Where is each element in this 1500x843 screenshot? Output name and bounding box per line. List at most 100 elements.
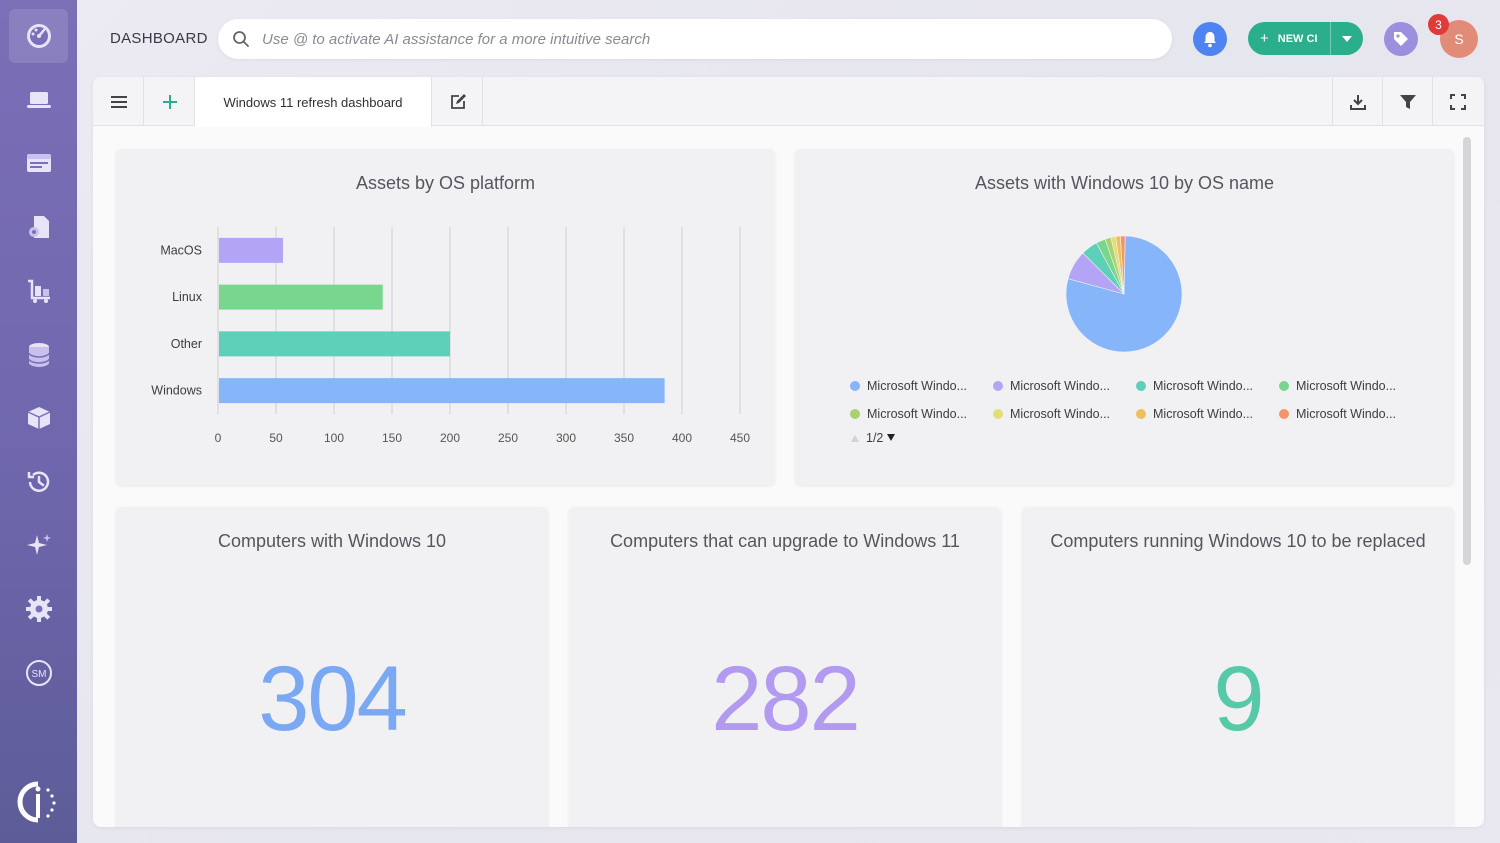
search-input[interactable] <box>262 30 1142 48</box>
scrollbar-thumb[interactable] <box>1463 137 1471 565</box>
x-tick-label: 250 <box>498 431 518 445</box>
software-license-icon <box>28 216 49 238</box>
legend-prev-arrow-icon[interactable] <box>850 433 860 443</box>
x-tick-label: 300 <box>556 431 576 445</box>
legend-label: Microsoft Windo... <box>1153 407 1254 421</box>
hamburger-menu-icon <box>110 95 127 108</box>
fullscreen-icon <box>1449 93 1466 110</box>
legend-item[interactable]: Microsoft Windo... <box>1136 407 1253 421</box>
sidebar: SM <box>0 0 77 843</box>
brand-logo <box>17 781 56 823</box>
legend-label: Microsoft Windo... <box>1010 379 1111 393</box>
kpi-value: 282 <box>711 648 861 750</box>
sidebar-item-licenses[interactable] <box>9 200 68 254</box>
page-title: DASHBOARD <box>110 30 208 47</box>
bar-linux[interactable] <box>219 284 383 310</box>
legend-item[interactable]: Microsoft Windo... <box>1279 407 1396 421</box>
legend-pagination: 1/2 <box>850 431 896 445</box>
sidebar-item-devices[interactable] <box>9 73 68 127</box>
new-ci-label: NEW CI <box>1277 32 1318 45</box>
widget-title: Computers that can upgrade to Windows 11 <box>610 531 960 551</box>
settings-gear-icon <box>25 596 52 622</box>
menu-button[interactable] <box>94 77 144 126</box>
bar-macos[interactable] <box>219 237 283 263</box>
pie-slice[interactable] <box>1120 235 1126 295</box>
add-dashboard-button[interactable] <box>145 77 195 126</box>
new-ci-button-group: + NEW CI <box>1248 22 1363 55</box>
widget-can-upgrade-to-windows-11: Computers that can upgrade to Windows 11… <box>569 507 1001 827</box>
x-tick-label: 100 <box>324 431 344 445</box>
x-tick-label: 400 <box>672 431 692 445</box>
chevron-down-icon <box>1342 35 1352 42</box>
package-icon <box>27 407 50 429</box>
sidebar-item-ai[interactable] <box>9 518 68 572</box>
tab-label: Windows 11 refresh dashboard <box>223 94 403 110</box>
sidebar-item-cmdb[interactable] <box>9 328 68 382</box>
new-ci-button[interactable]: + NEW CI <box>1248 22 1330 55</box>
notifications-button[interactable] <box>1193 22 1227 56</box>
scrollbar[interactable] <box>1463 137 1471 817</box>
legend-item[interactable]: Microsoft Windo... <box>993 407 1110 421</box>
search-icon <box>233 31 249 47</box>
plus-icon <box>162 94 177 109</box>
y-category-label: Linux <box>172 290 203 304</box>
legend-swatch <box>1279 409 1289 419</box>
tags-button[interactable] <box>1384 22 1418 56</box>
sidebar-item-dashboard[interactable] <box>9 9 68 63</box>
legend-item[interactable]: Microsoft Windo... <box>850 407 967 421</box>
x-tick-label: 450 <box>730 431 750 445</box>
plus-icon: + <box>1260 30 1269 47</box>
sidebar-item-applications[interactable] <box>9 136 68 190</box>
legend-item[interactable]: Microsoft Windo... <box>850 379 967 393</box>
bar-windows[interactable] <box>219 378 665 404</box>
x-tick-label: 150 <box>382 431 402 445</box>
y-category-label: Windows <box>151 384 202 398</box>
download-button[interactable] <box>1332 77 1382 126</box>
legend-item[interactable]: Microsoft Windo... <box>1279 379 1396 393</box>
bar-other[interactable] <box>219 331 450 357</box>
x-tick-label: 350 <box>614 431 634 445</box>
sidebar-item-procurement[interactable] <box>9 264 68 318</box>
laptop-icon <box>26 92 51 108</box>
dashboard-toolbar: Windows 11 refresh dashboard <box>93 77 1484 127</box>
dashboard-panel: Windows 11 refresh dashboard Assets by O… <box>93 77 1484 827</box>
kpi-value: 304 <box>258 648 408 750</box>
tab-windows-11-refresh-dashboard[interactable]: Windows 11 refresh dashboard <box>195 77 432 127</box>
search-bar[interactable] <box>218 19 1172 59</box>
edit-dashboard-button[interactable] <box>433 77 483 126</box>
legend-next-arrow-icon[interactable] <box>886 433 896 443</box>
legend-swatch <box>993 381 1003 391</box>
widget-computers-with-windows-10: Computers with Windows 10 304 <box>116 507 548 827</box>
tag-icon <box>1394 32 1408 46</box>
legend-label: Microsoft Windo... <box>867 407 968 421</box>
legend-item[interactable]: Microsoft Windo... <box>993 379 1110 393</box>
legend-swatch <box>1136 409 1146 419</box>
sidebar-item-sm[interactable]: SM <box>9 646 68 700</box>
sidebar-item-history[interactable] <box>9 455 68 509</box>
kpi-value: 9 <box>1213 648 1264 750</box>
legend-item[interactable]: Microsoft Windo... <box>1136 379 1253 393</box>
history-icon <box>27 471 49 492</box>
widget-assets-by-os-platform: Assets by OS platform 0 50 100 150 200 250 300… <box>116 149 775 485</box>
legend-swatch <box>850 409 860 419</box>
bar-chart: 0 50 100 150 200 250 300 350 400 450 MacOS Linux Oth… <box>151 227 750 445</box>
sidebar-item-packages[interactable] <box>9 391 68 445</box>
sidebar-item-settings[interactable] <box>9 582 68 636</box>
legend-label: Microsoft Windo... <box>1153 379 1254 393</box>
asset-cart-icon <box>27 279 50 303</box>
download-icon <box>1349 94 1366 110</box>
legend-label: Microsoft Windo... <box>1296 407 1397 421</box>
x-tick-label: 0 <box>215 431 222 445</box>
browser-window-icon <box>26 154 51 172</box>
widget-windows-10-to-be-replaced: Computers running Windows 10 to be repla… <box>1022 507 1454 827</box>
legend-swatch <box>1279 381 1289 391</box>
database-icon <box>27 343 50 367</box>
widget-title: Computers running Windows 10 to be repla… <box>1050 531 1426 551</box>
y-category-label: Other <box>171 337 202 351</box>
x-tick-label: 50 <box>269 431 283 445</box>
new-ci-dropdown-toggle[interactable] <box>1330 22 1363 55</box>
filter-button[interactable] <box>1382 77 1432 126</box>
fullscreen-button[interactable] <box>1432 77 1482 126</box>
notification-count-badge: 3 <box>1428 14 1449 35</box>
widget-title: Assets with Windows 10 by OS name <box>974 173 1275 193</box>
